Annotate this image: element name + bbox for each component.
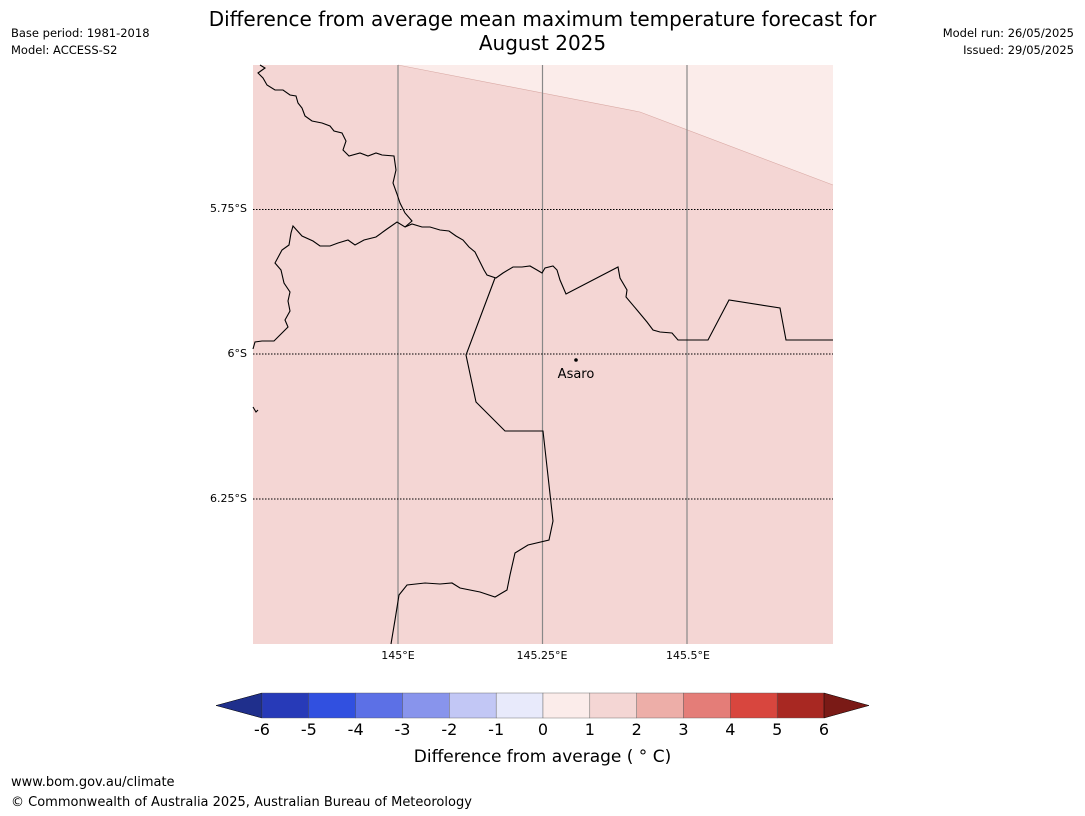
footer-copyright: © Commonwealth of Australia 2025, Austra… — [11, 795, 472, 810]
colorbar-segment — [402, 692, 450, 719]
lon-label-145-5: 145.5°E — [666, 649, 710, 662]
colorbar-tick-label: 1 — [584, 720, 595, 739]
border-central — [390, 277, 554, 645]
lat-label-6: 6°S — [227, 347, 247, 360]
colorbar-tick-label: -2 — [441, 720, 458, 739]
model-run: Model run: 26/05/2025 — [942, 26, 1074, 40]
colorbar-segment — [636, 692, 684, 719]
map-panel: Asaro — [252, 64, 834, 645]
issued-date: Issued: 29/05/2025 — [963, 43, 1074, 57]
colorbar-segment — [261, 692, 310, 719]
colorbar-segment — [542, 692, 591, 719]
footer-url[interactable]: www.bom.gov.au/climate — [11, 775, 175, 790]
colorbar-extend-low — [215, 692, 263, 719]
colorbar-tick-label: 2 — [631, 720, 642, 739]
colorbar-tick-label: -4 — [347, 720, 364, 739]
colorbar-tick-label: -5 — [300, 720, 317, 739]
colorbar-segment — [308, 692, 356, 719]
title-line-2: August 2025 — [478, 31, 607, 55]
colorbar-extend-high — [823, 692, 870, 719]
colorbar-label: Difference from average ( ° C) — [413, 747, 672, 767]
colorbar-segment — [589, 692, 637, 719]
colorbar-segment — [683, 692, 731, 719]
colorbar-tick-label: -3 — [394, 720, 411, 739]
model-name: Model: ACCESS-S2 — [11, 43, 118, 57]
colorbar-tick-label: 6 — [818, 720, 830, 739]
lon-label-145-25: 145.25°E — [516, 649, 568, 662]
colorbar-tick-label: 5 — [772, 720, 783, 739]
colorbar — [215, 692, 870, 719]
meta-left: Base period: 1981-2018 Model: ACCESS-S2 — [11, 25, 150, 59]
colorbar-tick-label: 4 — [725, 720, 736, 739]
colorbar-tick-label: -1 — [488, 720, 505, 739]
colorbar-tick-label: -6 — [254, 720, 270, 739]
light-anomaly-region — [398, 65, 833, 185]
lat-label-6-25: 6.25°S — [210, 492, 247, 505]
colorbar-tick-label: 0 — [537, 720, 549, 739]
lat-label-5-75: 5.75°S — [210, 202, 247, 215]
colorbar-segment — [449, 692, 497, 719]
title-line-1: Difference from average mean maximum tem… — [208, 7, 877, 31]
anomaly-boundary — [397, 64, 834, 186]
chart-title: Difference from average mean maximum tem… — [0, 7, 1085, 55]
colorbar-segment — [730, 692, 778, 719]
town-label: Asaro — [558, 367, 595, 382]
colorbar-segment — [495, 692, 544, 719]
border-northwest — [252, 64, 413, 350]
colorbar-tick-label: 3 — [678, 720, 689, 739]
border-west-stub — [252, 406, 259, 413]
province-borders — [252, 64, 833, 645]
meta-right: Model run: 26/05/2025 Issued: 29/05/2025 — [943, 25, 1074, 59]
border-north-central — [404, 223, 833, 341]
colorbar-segment — [776, 692, 825, 719]
base-period: Base period: 1981-2018 — [11, 26, 150, 40]
town-marker — [574, 358, 578, 362]
colorbar-segment — [355, 692, 403, 719]
lon-label-145: 145°E — [381, 649, 415, 662]
